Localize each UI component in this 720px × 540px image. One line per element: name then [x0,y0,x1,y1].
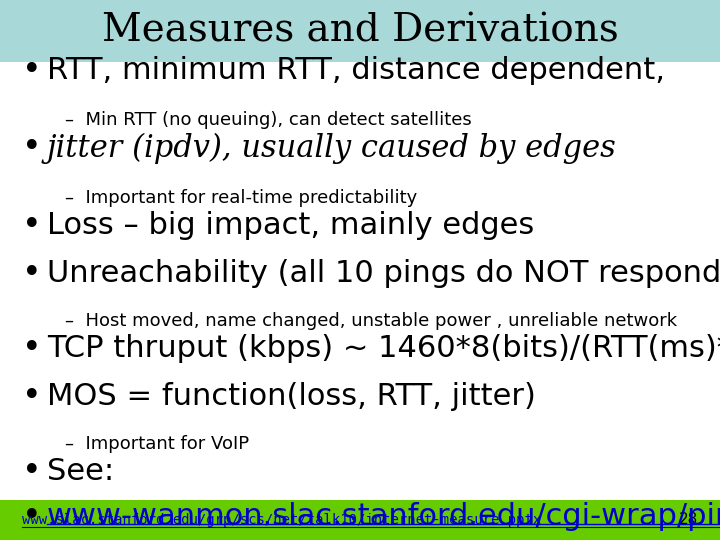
Text: www-wanmon.slac.stanford.edu/cgi-wrap/pingtable.pl: www-wanmon.slac.stanford.edu/cgi-wrap/pi… [47,502,720,531]
Text: •: • [22,380,41,413]
Text: Loss – big impact, mainly edges: Loss – big impact, mainly edges [47,211,534,240]
Text: •: • [22,455,41,489]
Text: –  Min RTT (no queuing), can detect satellites: – Min RTT (no queuing), can detect satel… [65,111,472,129]
Text: –  Important for real-time predictability: – Important for real-time predictability [65,188,417,207]
Text: –  Important for VoIP: – Important for VoIP [65,435,249,453]
Text: TCP thruput (kbps) ~ 1460*8(bits)/(RTT(ms)*sqrt(loss)): TCP thruput (kbps) ~ 1460*8(bits)/(RTT(m… [47,334,720,363]
Text: •: • [22,256,41,290]
Text: •: • [22,332,41,366]
Text: –  Host moved, name changed, unstable power , unreliable network: – Host moved, name changed, unstable pow… [65,312,677,330]
Text: 28: 28 [679,512,698,527]
Text: •: • [22,209,41,242]
Text: RTT, minimum RTT, distance dependent,: RTT, minimum RTT, distance dependent, [47,56,665,85]
Text: Unreachability (all 10 pings do NOT respond),: Unreachability (all 10 pings do NOT resp… [47,259,720,288]
Text: jitter (ipdv), usually caused by edges: jitter (ipdv), usually caused by edges [47,132,616,164]
Text: See:: See: [47,457,114,487]
Text: •: • [22,131,41,165]
Text: •: • [22,53,41,87]
Text: MOS = function(loss, RTT, jitter): MOS = function(loss, RTT, jitter) [47,382,536,411]
Text: www.slac.stanford.edu/grp/scs/net/talk10/internet-measure.pptx: www.slac.stanford.edu/grp/scs/net/talk10… [22,513,541,526]
Text: Measures and Derivations: Measures and Derivations [102,12,618,50]
Text: •: • [22,500,41,533]
